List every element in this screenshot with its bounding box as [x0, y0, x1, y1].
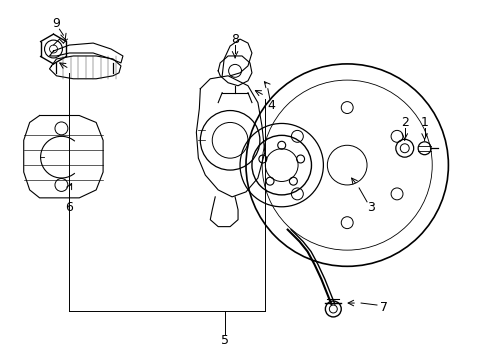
Text: 8: 8	[231, 33, 239, 46]
Text: 6: 6	[65, 201, 73, 214]
Text: 1: 1	[420, 116, 427, 129]
Text: 9: 9	[52, 17, 61, 30]
Text: 4: 4	[267, 99, 275, 112]
Text: 2: 2	[400, 116, 408, 129]
Text: 5: 5	[221, 334, 229, 347]
Text: 3: 3	[366, 201, 374, 214]
Text: 7: 7	[379, 301, 387, 314]
